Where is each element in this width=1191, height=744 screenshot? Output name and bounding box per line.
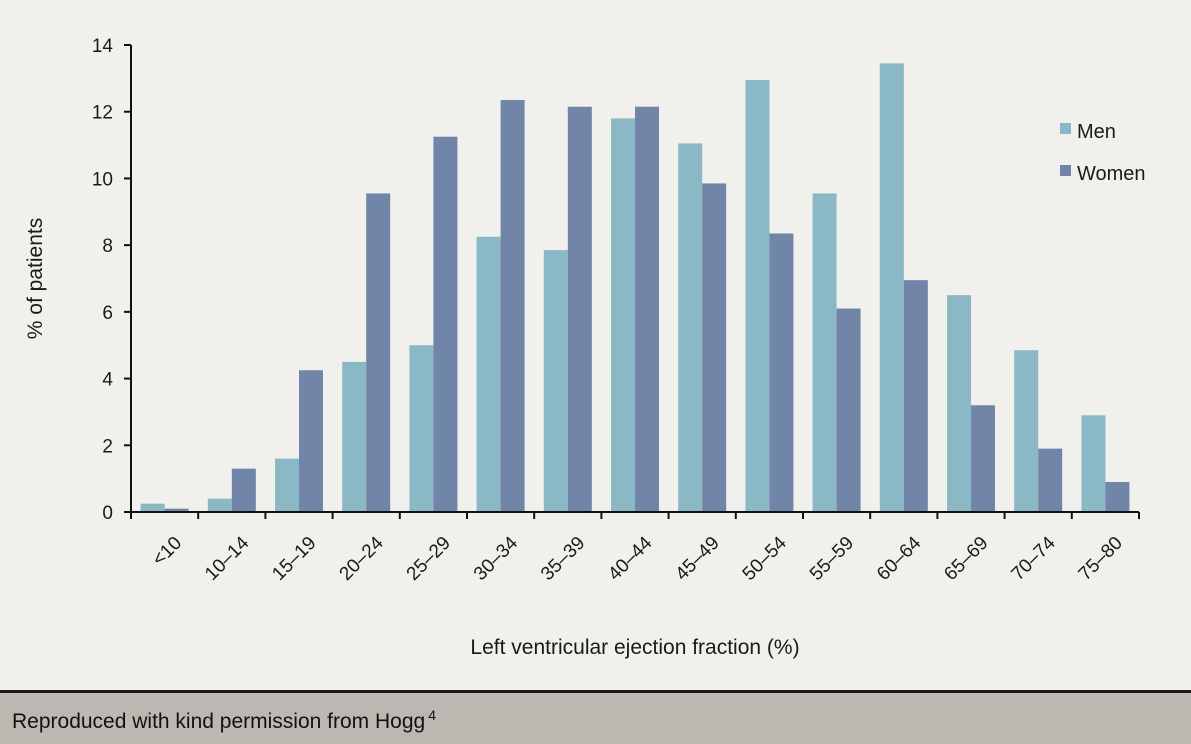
bar-women-5 xyxy=(500,100,525,513)
x-tick-label-2: 15–19 xyxy=(268,533,320,585)
footer-reference-superscript: 4 xyxy=(428,707,436,723)
bar-men-11 xyxy=(879,63,904,512)
y-tick-label-7: 14 xyxy=(92,36,114,57)
y-tick-label-2: 4 xyxy=(102,370,113,391)
legend-swatch-women xyxy=(1060,165,1071,176)
bar-women-8 xyxy=(702,183,727,513)
bar-women-1 xyxy=(231,468,256,512)
bar-men-7 xyxy=(611,118,635,512)
bar-women-13 xyxy=(1038,448,1063,512)
x-tick-label-1: 10–14 xyxy=(201,532,254,585)
bar-men-2 xyxy=(275,458,299,512)
bar-women-0 xyxy=(164,508,189,512)
y-tick-label-0: 0 xyxy=(102,503,113,524)
legend-label-men: Men xyxy=(1077,121,1116,143)
x-tick-label-12: 65–69 xyxy=(940,533,992,585)
chart-area: 0 2 4 6 8 10 12 14 <10 10–14 15–19 20–24 25–29 30–34 3… xyxy=(24,36,1146,659)
footer-bar: Reproduced with kind permission from Hog… xyxy=(0,690,1191,744)
y-tick-label-5: 10 xyxy=(92,169,113,190)
bar-women-6 xyxy=(567,106,592,512)
y-tick-label-1: 2 xyxy=(102,436,113,457)
bar-men-6 xyxy=(543,250,568,512)
x-tick-label-13: 70–74 xyxy=(1008,532,1061,585)
y-tick-label-4: 8 xyxy=(102,236,113,257)
bar-men-14 xyxy=(1081,415,1106,512)
bar-men-3 xyxy=(342,361,367,512)
bar-women-14 xyxy=(1105,481,1130,512)
bar-women-7 xyxy=(635,106,659,512)
bar-women-9 xyxy=(769,233,794,513)
bar-men-10 xyxy=(812,193,837,513)
legend-label-women: Women xyxy=(1077,163,1146,185)
x-tick-label-11: 60–64 xyxy=(873,532,926,585)
x-tick-label-0: <10 xyxy=(148,533,186,571)
x-tick-label-7: 40–44 xyxy=(604,532,657,585)
x-axis-title: Left ventricular ejection fraction (%) xyxy=(470,636,799,659)
bar-men-0 xyxy=(140,503,165,512)
footer-credit-text: Reproduced with kind permission from Hog… xyxy=(12,710,426,733)
x-tick-label-6: 35–39 xyxy=(537,533,589,585)
bar-women-3 xyxy=(366,193,391,513)
x-tick-label-14: 75–80 xyxy=(1075,533,1127,585)
x-tick-label-4: 25–29 xyxy=(403,533,455,585)
bar-women-4 xyxy=(433,136,458,512)
bar-women-12 xyxy=(971,405,995,512)
bar-men-4 xyxy=(409,345,434,512)
bar-men-1 xyxy=(207,498,232,512)
y-axis-title: % of patients xyxy=(24,218,47,339)
x-tick-label-3: 20–24 xyxy=(336,532,389,585)
bar-men-13 xyxy=(1014,350,1039,512)
y-tick-label-3: 6 xyxy=(102,303,113,324)
bar-men-5 xyxy=(476,236,501,512)
bar-women-10 xyxy=(836,308,861,512)
bar-men-12 xyxy=(947,295,971,512)
bar-men-9 xyxy=(745,80,770,513)
y-tick-label-6: 12 xyxy=(92,103,113,124)
x-tick-label-5: 30–34 xyxy=(470,532,523,585)
bar-women-2 xyxy=(299,370,323,512)
bar-men-8 xyxy=(678,143,703,512)
bar-women-11 xyxy=(903,280,928,512)
bar-chart: 0 2 4 6 8 10 12 14 <10 10–14 15–19 20–24 25–29 30–34 3… xyxy=(24,36,1146,659)
x-tick-label-10: 55–59 xyxy=(806,533,858,585)
x-tick-label-8: 45–49 xyxy=(672,533,724,585)
x-tick-label-9: 50–54 xyxy=(739,532,792,585)
legend-swatch-men xyxy=(1060,123,1071,134)
footer-credit: Reproduced with kind permission from Hog… xyxy=(12,707,436,734)
